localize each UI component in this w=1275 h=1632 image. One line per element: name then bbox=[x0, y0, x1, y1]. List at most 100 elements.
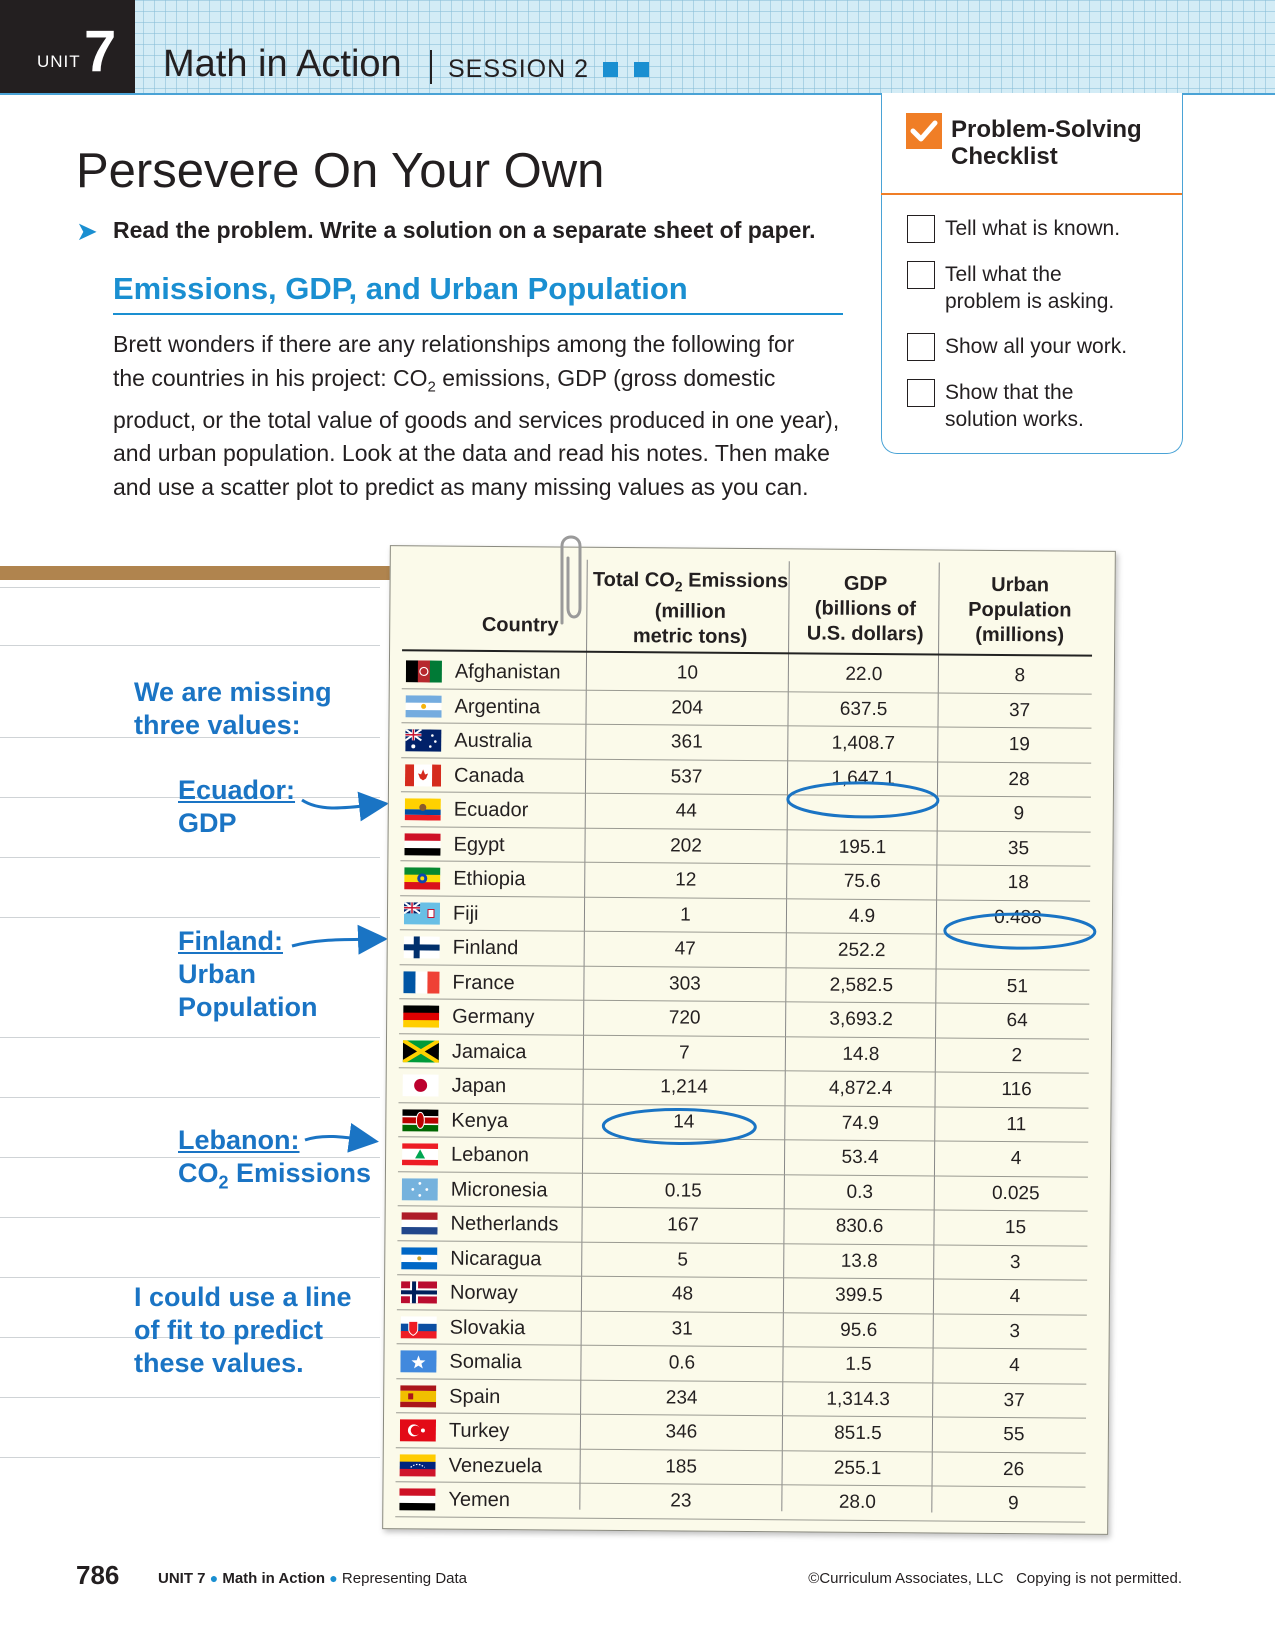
header-divider bbox=[430, 50, 432, 84]
note-line-of-fit: I could use a line of fit to predict these… bbox=[134, 1282, 352, 1378]
notebook-line bbox=[0, 1037, 380, 1038]
table-row: Australia 361 1,408.7 19 bbox=[389, 723, 1113, 764]
notebook-line bbox=[0, 857, 380, 858]
checklist-item: Show all your work. bbox=[945, 335, 1128, 358]
checklist-item: Show that the solution works. bbox=[945, 381, 1084, 431]
checklist-divider bbox=[881, 193, 1182, 195]
table-row: Norway 48 399.5 4 bbox=[385, 1275, 1109, 1316]
flag-icon bbox=[403, 900, 441, 925]
checklist-checkbox[interactable] bbox=[907, 379, 935, 407]
flag-icon bbox=[400, 1281, 438, 1304]
table-row: Spain 234 1,314.3 37 bbox=[384, 1379, 1108, 1419]
note-finland: Finland: Urban Population bbox=[178, 926, 318, 1022]
flag-icon bbox=[401, 1246, 438, 1270]
flag-icon bbox=[402, 1143, 439, 1166]
instruction-text: Read the problem. Write a solution on a … bbox=[113, 217, 816, 243]
notebook-line bbox=[0, 1277, 380, 1278]
paragraph-line: product, or the total value of goods and… bbox=[113, 406, 840, 433]
notebook-line bbox=[0, 917, 380, 918]
paperclip-icon bbox=[560, 535, 582, 625]
table-row: Nicaragua 5 13.8 3 bbox=[385, 1241, 1109, 1281]
section-rule bbox=[113, 313, 843, 315]
table-row: Canada 537 1,647.1 28 bbox=[389, 758, 1113, 798]
unit-label: UNIT bbox=[37, 52, 81, 71]
paragraph-line: Brett wonders if there are any relations… bbox=[113, 331, 795, 357]
unit-badge: UNIT 7 bbox=[0, 0, 135, 93]
paragraph-line: and urban population. Look at the data a… bbox=[113, 440, 830, 467]
notebook-line bbox=[0, 1157, 380, 1158]
circle-finland-urban bbox=[943, 912, 1097, 950]
table-row: Micronesia 0.15 0.3 0.025 bbox=[386, 1172, 1110, 1212]
table-row: Finland 47 252.2 bbox=[388, 930, 1112, 971]
checklist-checkbox[interactable] bbox=[907, 215, 935, 243]
flag-icon bbox=[400, 1315, 437, 1339]
table-row: Turkey 346 851.5 55 bbox=[384, 1413, 1108, 1454]
table-row: Japan 1,214 4,872.4 116 bbox=[386, 1068, 1110, 1109]
arrow-finland-icon bbox=[291, 924, 388, 955]
table-body: Afghanistan 10 22.0 8 Argentina 204 637.5 37 Aus… bbox=[391, 546, 1115, 1523]
table-row: Somalia 0.6 1.5 4 bbox=[384, 1344, 1108, 1385]
table-row: Afghanistan 10 22.0 8 bbox=[390, 654, 1114, 695]
footer-breadcrumb: UNIT 7 ● Math in Action ● Representing D… bbox=[158, 1570, 467, 1587]
arrow-ecuador-icon bbox=[301, 791, 389, 822]
flag-icon bbox=[404, 763, 442, 787]
missing-value-circles bbox=[601, 781, 1097, 1145]
header-band bbox=[0, 0, 1275, 95]
problem-paragraph: Brett wonders if there are any relations… bbox=[113, 328, 858, 504]
notebook-line bbox=[0, 1217, 380, 1218]
notebook-line bbox=[0, 797, 380, 798]
session-marker-icon bbox=[603, 62, 618, 77]
flag-icon bbox=[399, 1453, 436, 1477]
checklist-checkbox[interactable] bbox=[907, 261, 935, 289]
paragraph-line: and use a scatter plot to predict as man… bbox=[113, 473, 809, 500]
footer-copyright: ©Curriculum Associates, LLC Copying is n… bbox=[808, 1570, 1182, 1587]
page-number: 786 bbox=[76, 1560, 120, 1590]
notebook-line bbox=[0, 737, 380, 738]
arrow-lebanon-icon bbox=[304, 1123, 379, 1153]
checklist-item: Tell what is known. bbox=[945, 217, 1121, 240]
circle-ecuador-gdp bbox=[786, 781, 940, 819]
flag-icon bbox=[403, 970, 441, 994]
notebook-binding bbox=[0, 566, 400, 580]
note-lebanon: Lebanon: CO2 Emissions bbox=[178, 1125, 372, 1193]
flag-icon bbox=[401, 1212, 438, 1236]
checklist-item: Tell what the problem is asking. bbox=[945, 263, 1115, 313]
paragraph-line: the countries in his project: CO2 emissi… bbox=[113, 364, 776, 396]
flag-icon bbox=[401, 1038, 441, 1064]
table-row: Ecuador 44 9 bbox=[389, 792, 1113, 833]
data-table-card: Country Total CO2 Emissions (million met… bbox=[382, 545, 1116, 1535]
notebook-line bbox=[0, 587, 380, 588]
table-row: Ethiopia 12 75.6 18 bbox=[388, 861, 1112, 902]
table-row: Yemen 23 28.0 9 bbox=[383, 1482, 1107, 1523]
flag-icon bbox=[404, 832, 441, 856]
flag-icon bbox=[404, 728, 442, 753]
flag-icon bbox=[403, 936, 440, 959]
table-row: Egypt 202 195.1 35 bbox=[388, 827, 1112, 867]
table-row: Kenya 14 74.9 11 bbox=[386, 1103, 1110, 1143]
table-row: Argentina 204 637.5 37 bbox=[389, 689, 1113, 729]
checkmark-icon bbox=[906, 113, 942, 149]
notebook-line bbox=[0, 1337, 380, 1338]
notebook-line bbox=[0, 1397, 380, 1398]
flag-icon bbox=[405, 660, 443, 683]
checklist-checkbox[interactable] bbox=[907, 333, 935, 361]
flag-icon bbox=[403, 1005, 440, 1029]
table-row: France 303 2,582.5 51 bbox=[387, 965, 1111, 1005]
note-ecuador: Ecuador: GDP bbox=[178, 775, 296, 838]
session-label: SESSION 2 bbox=[448, 55, 589, 83]
table-row: Netherlands 167 830.6 15 bbox=[385, 1206, 1109, 1247]
table-row: Slovakia 31 95.6 3 bbox=[385, 1310, 1109, 1350]
flag-icon bbox=[402, 1074, 439, 1097]
arrow-right-icon: ➤ bbox=[76, 216, 98, 246]
notebook-line bbox=[0, 645, 380, 646]
flag-icon bbox=[404, 867, 441, 891]
flag-icon bbox=[405, 694, 442, 718]
session-marker-icon bbox=[634, 62, 649, 77]
flag-icon bbox=[401, 1177, 438, 1201]
table-row: Venezuela 185 255.1 26 bbox=[384, 1448, 1108, 1488]
table-row: Germany 720 3,693.2 64 bbox=[387, 999, 1111, 1040]
flag-icon bbox=[400, 1384, 437, 1408]
circle-lebanon-co2 bbox=[601, 1107, 757, 1145]
flag-icon bbox=[399, 1419, 437, 1443]
table-row: Jamaica 7 14.8 2 bbox=[387, 1034, 1111, 1074]
